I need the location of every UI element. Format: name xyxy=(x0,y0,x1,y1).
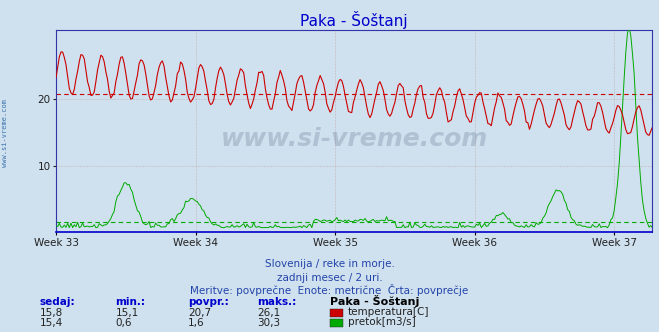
Text: 30,3: 30,3 xyxy=(257,318,280,328)
Text: 26,1: 26,1 xyxy=(257,308,280,318)
Text: maks.:: maks.: xyxy=(257,297,297,307)
Text: Slovenija / reke in morje.: Slovenija / reke in morje. xyxy=(264,259,395,269)
Text: 0,6: 0,6 xyxy=(115,318,132,328)
Text: www.si-vreme.com: www.si-vreme.com xyxy=(221,127,488,151)
Text: sedaj:: sedaj: xyxy=(40,297,75,307)
Text: pretok[m3/s]: pretok[m3/s] xyxy=(348,317,416,327)
Text: www.si-vreme.com: www.si-vreme.com xyxy=(2,99,9,167)
Text: povpr.:: povpr.: xyxy=(188,297,229,307)
Text: zadnji mesec / 2 uri.: zadnji mesec / 2 uri. xyxy=(277,273,382,283)
Text: Paka - Šoštanj: Paka - Šoštanj xyxy=(330,295,419,307)
Text: 20,7: 20,7 xyxy=(188,308,211,318)
Text: Meritve: povprečne  Enote: metrične  Črta: povprečje: Meritve: povprečne Enote: metrične Črta:… xyxy=(190,284,469,296)
Text: 15,4: 15,4 xyxy=(40,318,63,328)
Text: 15,1: 15,1 xyxy=(115,308,138,318)
Text: min.:: min.: xyxy=(115,297,146,307)
Text: temperatura[C]: temperatura[C] xyxy=(348,307,430,317)
Title: Paka - Šoštanj: Paka - Šoštanj xyxy=(301,11,408,29)
Text: 1,6: 1,6 xyxy=(188,318,204,328)
Text: 15,8: 15,8 xyxy=(40,308,63,318)
